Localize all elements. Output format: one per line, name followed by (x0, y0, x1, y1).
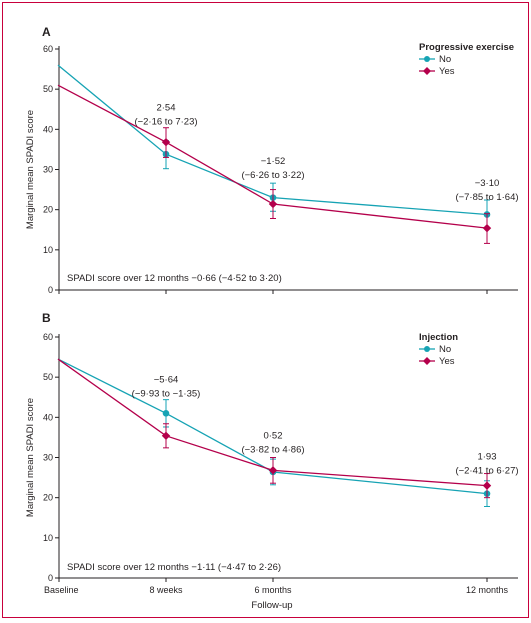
annotation-estimate: 2·54 (156, 103, 175, 114)
annotation: −1·52 (−6·26 to 3·22) (241, 156, 304, 181)
data-point (162, 410, 170, 417)
annotation: −5·64 (−9·93 to −1·35) (132, 375, 201, 400)
x-tick-label: 6 months (254, 585, 292, 595)
annotation-estimate: −5·64 (154, 375, 179, 386)
annotation-ci: (−9·93 to −1·35) (132, 389, 201, 400)
y-tick-label: 60 (43, 332, 53, 342)
series-line (57, 84, 488, 229)
legend-label: Yes (439, 356, 455, 367)
annotation: 1·93 (−2·41 to 6·27) (455, 452, 518, 477)
y-tick-label: 20 (43, 205, 53, 215)
annotation: −3·10 (−7·85 to 1·64) (455, 178, 518, 203)
annotation-ci: (−7·85 to 1·64) (455, 192, 518, 203)
legend-marker (424, 346, 430, 352)
y-axis-label: Marginal mean SPADI score (25, 110, 36, 229)
x-axis-label: Follow-up (251, 600, 292, 611)
y-tick-label: 0 (48, 573, 53, 583)
x-tick-label: 12 months (466, 585, 509, 595)
y-tick-label: 0 (48, 285, 53, 295)
y-tick-label: 10 (43, 245, 53, 255)
annotation-estimate: −1·52 (261, 156, 286, 167)
y-tick-label: 50 (43, 84, 53, 94)
annotation-ci: (−2·16 to 7·23) (134, 117, 197, 128)
legend-label: No (439, 344, 451, 355)
y-tick-label: 30 (43, 165, 53, 175)
summary-text: SPADI score over 12 months −1·11 (−4·47 … (67, 562, 281, 573)
y-tick-label: 10 (43, 533, 53, 543)
series-yes (57, 358, 492, 499)
data-point (161, 431, 171, 441)
panel-letter: B (42, 311, 51, 325)
y-tick-label: 20 (43, 493, 53, 503)
y-tick-label: 30 (43, 453, 53, 463)
x-tick-label: Baseline (44, 585, 79, 595)
annotation-estimate: −3·10 (475, 178, 500, 189)
data-point (268, 466, 278, 475)
data-point (161, 137, 171, 147)
x-tick-label: 8 weeks (149, 585, 183, 595)
annotation: 2·54 (−2·16 to 7·23) (134, 103, 197, 128)
legend-label: No (439, 54, 451, 65)
annotation-estimate: 1·93 (477, 452, 496, 463)
summary-text: SPADI score over 12 months −0·66 (−4·52 … (67, 273, 282, 284)
annotation-estimate: 0·52 (263, 431, 282, 442)
data-point (482, 223, 492, 233)
y-axis-label: Marginal mean SPADI score (25, 398, 36, 517)
y-tick-label: 50 (43, 372, 53, 382)
series-line (57, 358, 488, 495)
y-tick-label: 40 (43, 412, 53, 422)
legend-marker (423, 357, 431, 365)
chart-panel-b: B 0 10 20 30 40 50 60 Baseline 8 weeks 6 months 12 … (25, 311, 519, 595)
annotation: 0·52 (−3·82 to 4·86) (241, 431, 304, 456)
series-line (57, 64, 488, 216)
annotation-ci: (−2·41 to 6·27) (455, 466, 518, 477)
series-yes (57, 84, 492, 244)
legend-marker (423, 67, 431, 75)
legend-title: Injection (419, 332, 458, 343)
series-line (57, 358, 488, 487)
chart-panel-a: A 0 10 20 30 40 50 60 Marginal mean SPADI score P… (25, 25, 519, 295)
data-point (268, 199, 278, 209)
legend-title: Progressive exercise (419, 42, 514, 53)
annotation-ci: (−3·82 to 4·86) (241, 445, 304, 456)
y-tick-label: 60 (43, 44, 53, 54)
panels: A 0 10 20 30 40 50 60 Marginal mean SPADI score P… (25, 25, 519, 595)
data-point (482, 481, 492, 490)
y-tick-label: 40 (43, 124, 53, 134)
legend-marker (424, 56, 430, 62)
panel-letter: A (42, 25, 51, 39)
legend-label: Yes (439, 66, 455, 77)
annotation-ci: (−6·26 to 3·22) (241, 170, 304, 181)
